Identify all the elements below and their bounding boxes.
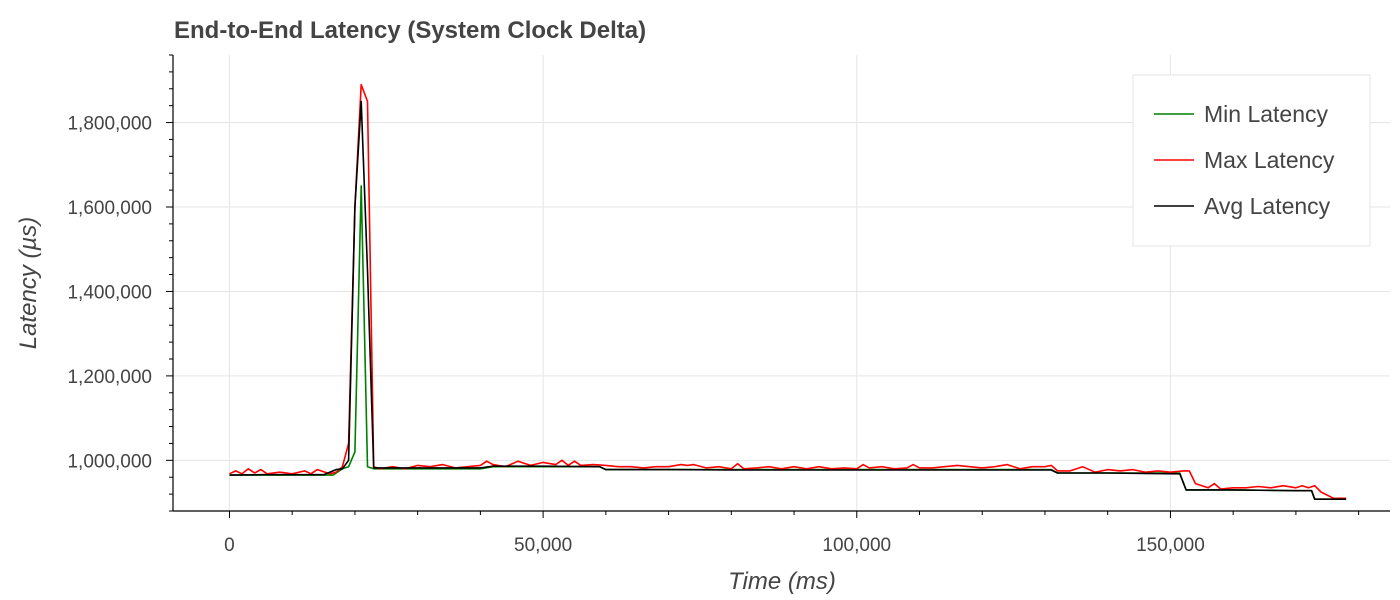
series-lines — [229, 83, 1347, 501]
x-tick-label: 150,000 — [1136, 535, 1205, 556]
y-tick-label: 1,800,000 — [67, 114, 152, 135]
axes — [172, 55, 1390, 512]
y-axis-ticks: 1,000,000 1,200,000 1,400,000 1,600,000 1,80… — [67, 54, 173, 512]
y-tick-label: 1,200,000 — [67, 367, 152, 388]
x-tick-label: 50,000 — [514, 535, 572, 556]
legend: Min Latency Max Latency Avg Latency — [1132, 74, 1371, 247]
y-tick-label: 1,000,000 — [67, 451, 152, 472]
x-tick-label: 100,000 — [822, 535, 891, 556]
x-axis-ticks: 0 50,000 100,000 150,000 — [224, 511, 1360, 556]
series-line-max-latency — [229, 83, 1347, 500]
x-tick-label: 0 — [224, 535, 235, 556]
legend-label: Avg Latency — [1204, 193, 1331, 219]
chart-title: End-to-End Latency (System Clock Delta) — [174, 17, 646, 44]
legend-label: Min Latency — [1204, 101, 1329, 127]
legend-label: Max Latency — [1204, 147, 1335, 173]
series-line-avg-latency — [229, 100, 1347, 501]
y-tick-label: 1,600,000 — [67, 198, 152, 219]
y-tick-label: 1,400,000 — [67, 282, 152, 303]
x-axis-label: Time (ms) — [728, 568, 836, 595]
y-axis-label: Latency (µs) — [15, 217, 42, 350]
